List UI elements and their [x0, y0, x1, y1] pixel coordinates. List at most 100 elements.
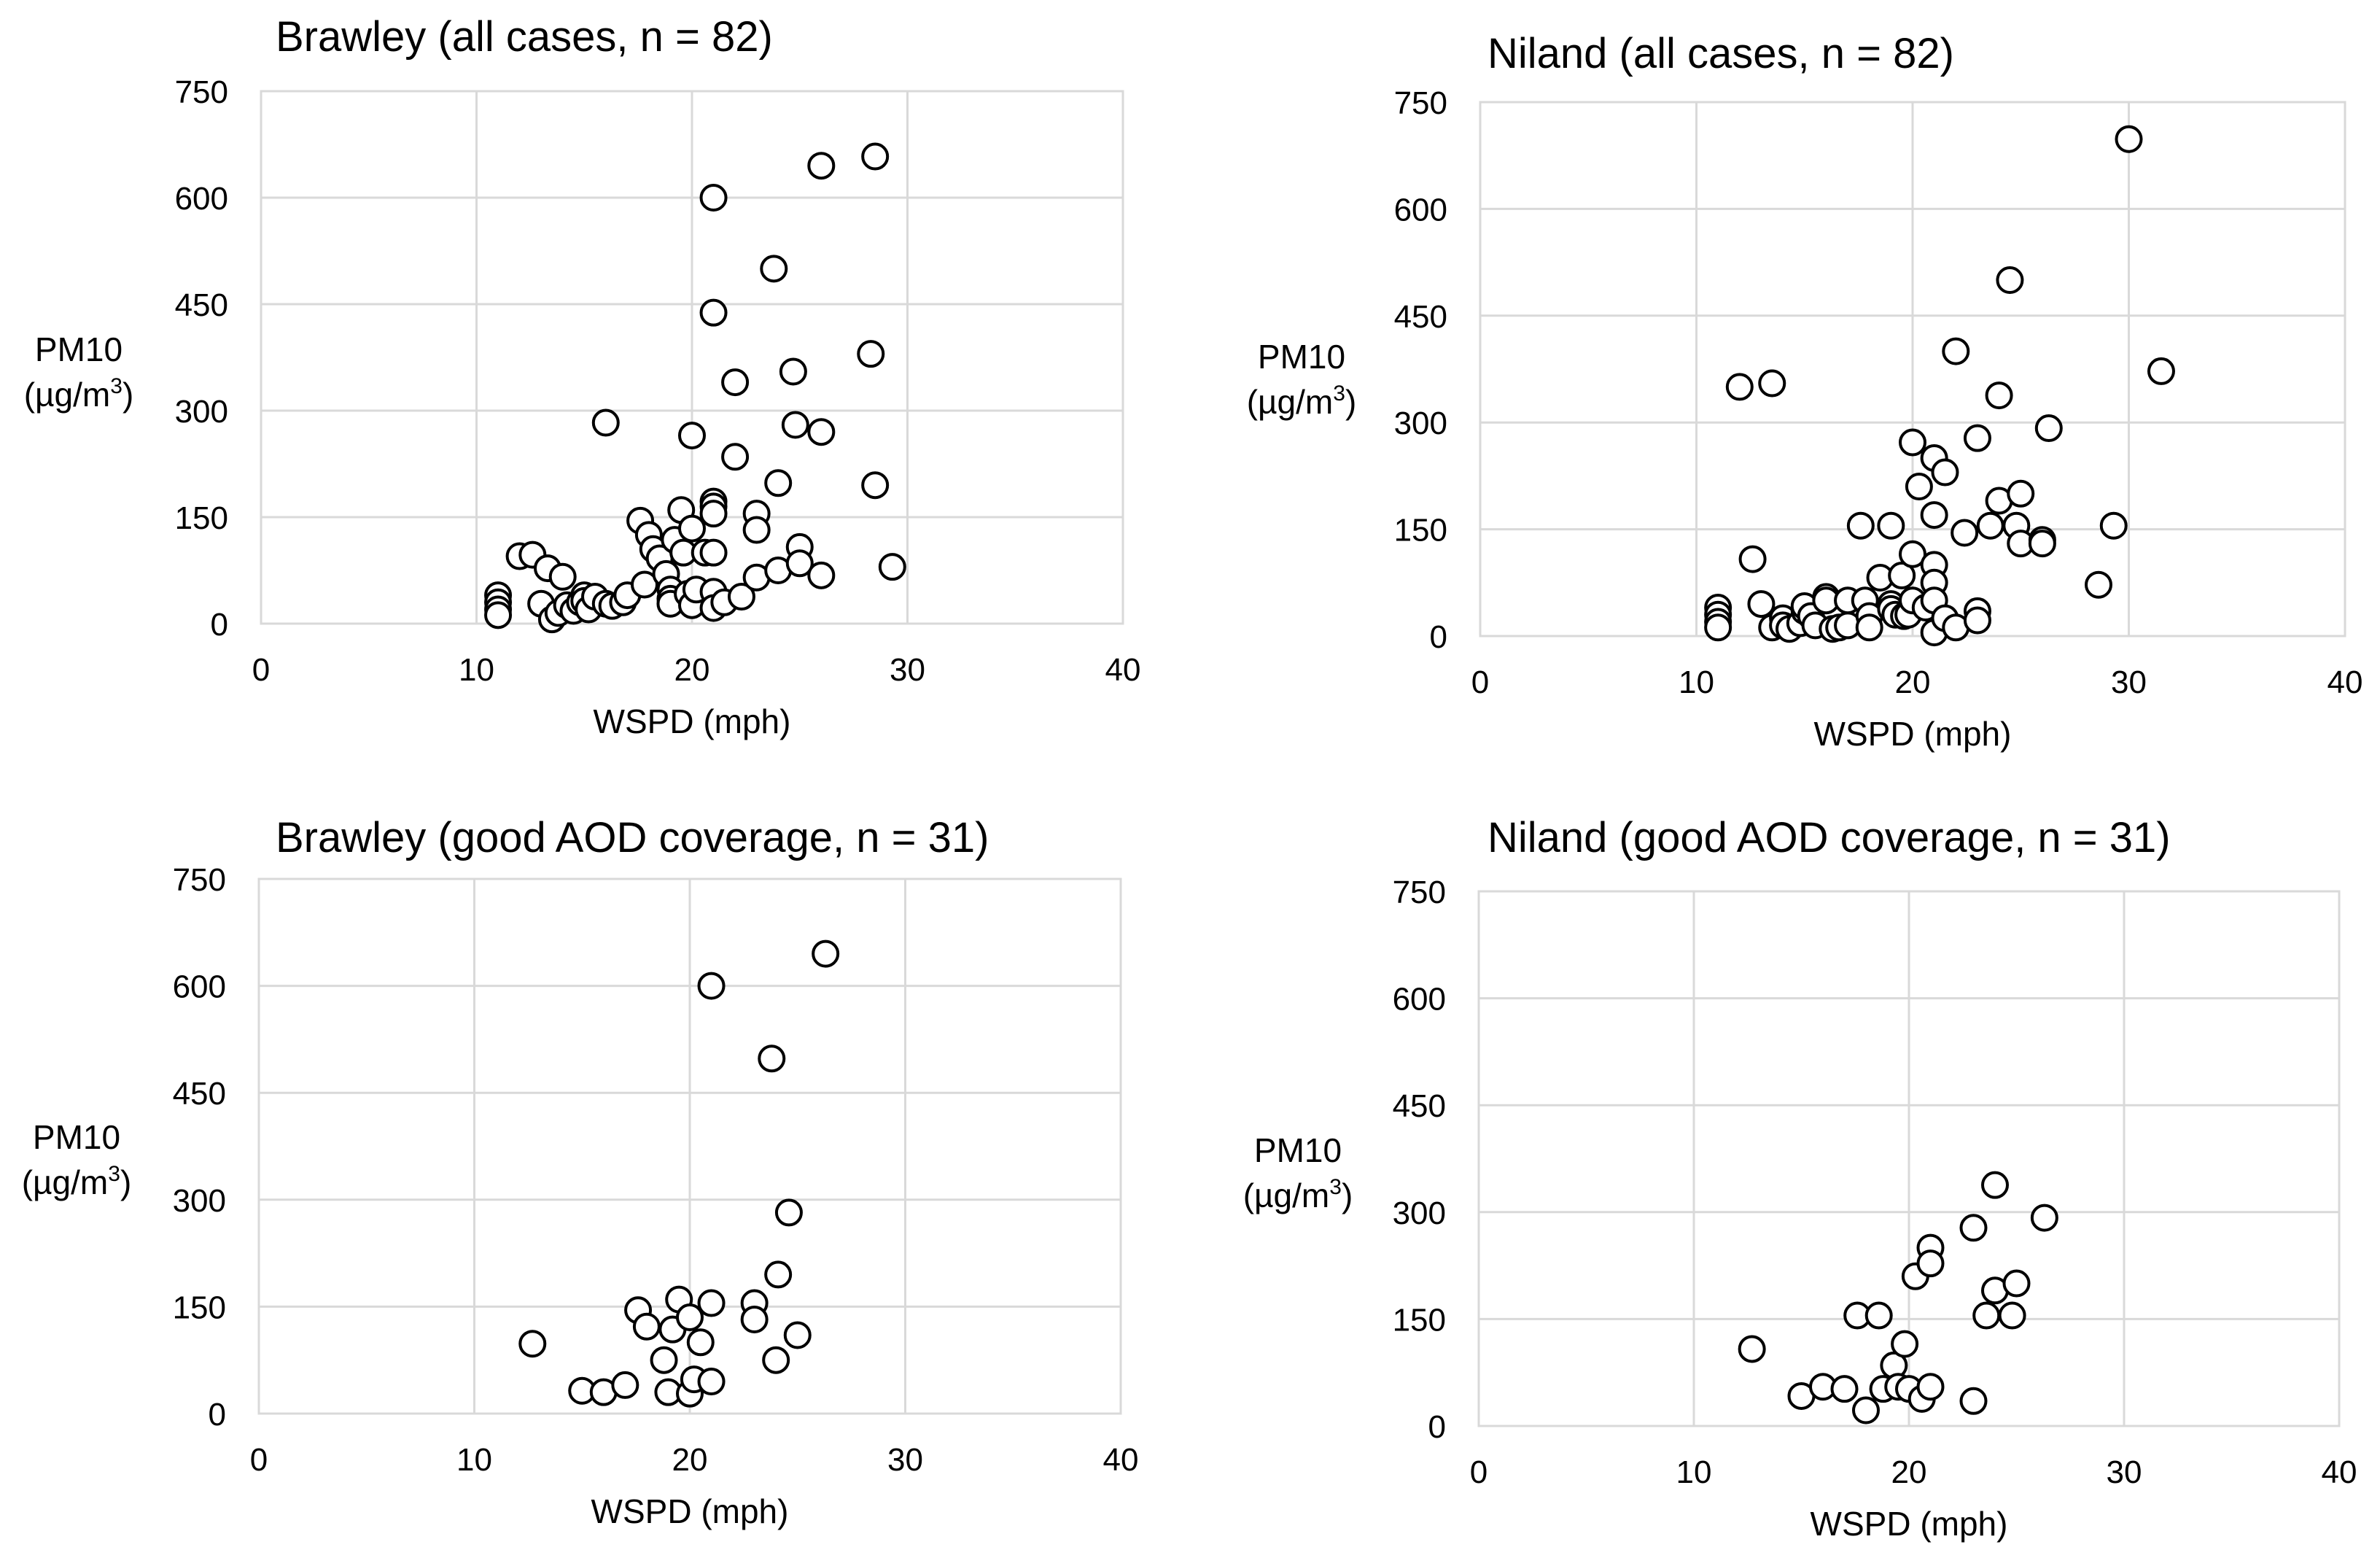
data-point — [1846, 511, 1875, 540]
data-point — [1920, 501, 1948, 530]
data-point — [857, 340, 885, 368]
y-tick-label: 0 — [1430, 619, 1447, 655]
y-tick-label: 600 — [1394, 192, 1447, 228]
chart-title: Brawley (good AOD coverage, n = 31) — [276, 814, 989, 861]
data-point — [727, 583, 755, 611]
plot-area-frame — [260, 90, 1124, 625]
data-point — [650, 1346, 678, 1374]
data-point — [1959, 1387, 1988, 1415]
data-point — [632, 1312, 661, 1341]
data-point — [518, 1330, 547, 1358]
data-point — [1747, 590, 1776, 619]
y-tick-label: 450 — [1394, 299, 1447, 335]
x-tick-label: 40 — [2322, 1454, 2357, 1490]
data-point — [781, 411, 809, 439]
y-unit-superscript: 3 — [1329, 1175, 1342, 1199]
data-point — [676, 1303, 704, 1332]
data-point — [812, 939, 840, 968]
data-point — [878, 553, 906, 581]
y-axis-label: PM10 — [1258, 338, 1345, 376]
y-axis-unit-label: (µg/m3) — [24, 374, 134, 414]
x-tick-label: 40 — [2328, 664, 2363, 700]
x-tick-label: 0 — [250, 1442, 268, 1478]
y-tick-label: 750 — [1394, 85, 1447, 121]
data-point — [1963, 424, 1991, 452]
data-point — [721, 368, 750, 397]
x-tick-label: 0 — [1470, 1454, 1488, 1490]
data-point — [697, 972, 726, 1000]
x-tick-label: 40 — [1103, 1442, 1139, 1478]
data-point — [1976, 511, 2004, 540]
y-tick-label: 750 — [173, 862, 226, 898]
data-point — [1738, 545, 1767, 573]
data-point — [1758, 369, 1786, 398]
y-tick-label: 150 — [1393, 1302, 1446, 1338]
data-point — [1852, 1396, 1880, 1425]
data-point — [1891, 1330, 1919, 1358]
x-axis-label: WSPD (mph) — [594, 702, 791, 740]
data-point — [742, 516, 771, 544]
data-point — [699, 184, 728, 212]
x-tick-label: 20 — [1891, 1454, 1927, 1490]
data-point — [484, 601, 513, 629]
y-tick-label: 450 — [1393, 1088, 1446, 1124]
data-point — [1916, 1373, 1945, 1401]
data-point — [1877, 511, 1905, 540]
y-unit-superscript: 3 — [110, 374, 122, 398]
x-axis-label: WSPD (mph) — [591, 1492, 789, 1530]
data-point — [699, 500, 728, 528]
data-point — [697, 1368, 726, 1396]
y-unit-superscript: 3 — [108, 1162, 120, 1186]
data-point — [1985, 381, 2013, 410]
x-tick-label: 0 — [1471, 664, 1489, 700]
x-tick-label: 10 — [456, 1442, 492, 1478]
data-point — [2034, 414, 2063, 443]
y-axis-label: PM10 — [35, 330, 122, 368]
x-tick-label: 10 — [1679, 664, 1714, 700]
data-point — [1963, 606, 1991, 635]
data-point — [2007, 479, 2035, 508]
x-tick-label: 30 — [887, 1442, 923, 1478]
data-point — [760, 255, 788, 283]
data-point — [740, 1305, 769, 1333]
data-point — [1899, 428, 1926, 457]
data-point — [699, 298, 728, 327]
y-tick-label: 300 — [1394, 406, 1447, 441]
plot-area-frame — [257, 877, 1122, 1415]
y-tick-label: 0 — [209, 1397, 226, 1433]
data-point — [861, 142, 890, 171]
data-point — [2115, 125, 2143, 153]
y-axis-unit-label: (µg/m3) — [1247, 381, 1357, 421]
data-point — [758, 1045, 786, 1073]
data-point — [861, 471, 890, 500]
data-point — [2028, 530, 2056, 558]
y-tick-label: 450 — [173, 1076, 226, 1112]
x-tick-label: 30 — [2111, 664, 2147, 700]
y-axis-unit-label: (µg/m3) — [1243, 1175, 1353, 1214]
data-point — [1916, 1249, 1945, 1278]
y-tick-label: 0 — [1428, 1409, 1446, 1445]
data-point — [2084, 570, 2112, 599]
data-point — [548, 562, 577, 591]
data-point — [783, 1321, 812, 1349]
data-point — [764, 1260, 793, 1289]
data-point — [774, 1198, 803, 1227]
data-point — [678, 422, 706, 450]
x-tick-label: 20 — [1895, 664, 1931, 700]
data-point — [1972, 1301, 2001, 1330]
plot-area-frame — [1479, 101, 2346, 637]
x-tick-label: 10 — [1676, 1454, 1712, 1490]
data-point — [1830, 1375, 1859, 1403]
data-point — [630, 570, 658, 599]
data-point — [699, 538, 728, 567]
chart-brawley-good-aod: 0 10 20 30 40 0 150 300 450 600 750 Brawley (good A… — [22, 814, 1139, 1530]
chart-niland-good-aod: 0 10 20 30 40 0 150 300 450 600 750 Niland (good AO… — [1243, 814, 2357, 1543]
y-axis-unit-label: (µg/m3) — [22, 1162, 132, 1201]
data-point — [721, 443, 750, 471]
x-tick-label: 10 — [459, 652, 494, 688]
data-point — [807, 418, 836, 446]
y-tick-label: 600 — [173, 969, 226, 1005]
data-point — [1959, 1214, 1988, 1242]
data-point — [2099, 511, 2128, 540]
